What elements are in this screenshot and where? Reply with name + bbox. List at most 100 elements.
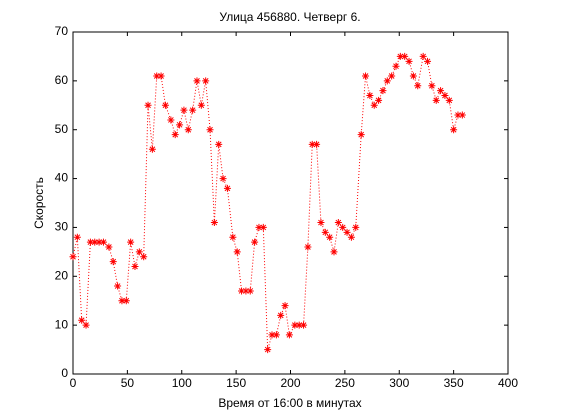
- data-point: [229, 233, 237, 241]
- x-axis-label: Время от 16:00 в минутах: [218, 396, 361, 410]
- x-tick-label: 350: [444, 376, 464, 390]
- data-point: [206, 126, 214, 134]
- data-point: [180, 106, 188, 114]
- y-tick-label: 30: [55, 220, 69, 234]
- data-point: [255, 223, 263, 231]
- data-point: [131, 263, 139, 271]
- data-point: [441, 92, 449, 100]
- x-tick-label: 100: [172, 376, 192, 390]
- y-tick-label: 20: [55, 268, 69, 282]
- data-point: [215, 140, 223, 148]
- data-point: [161, 101, 169, 109]
- data-point: [428, 82, 436, 90]
- data-point: [122, 297, 130, 305]
- data-point: [317, 219, 325, 227]
- data-point: [277, 311, 285, 319]
- data-point: [401, 52, 409, 60]
- data-point: [135, 248, 143, 256]
- data-point: [291, 321, 299, 329]
- data-point: [264, 346, 272, 354]
- y-tick-label: 0: [61, 366, 68, 380]
- data-point: [140, 253, 148, 261]
- data-point: [339, 223, 347, 231]
- data-point: [197, 101, 205, 109]
- data-point: [251, 238, 259, 246]
- data-point: [450, 126, 458, 134]
- x-tick-label: 150: [226, 376, 246, 390]
- data-point: [396, 52, 404, 60]
- data-point: [109, 258, 117, 266]
- y-tick-label: 40: [55, 171, 69, 185]
- data-point: [153, 72, 161, 80]
- data-point: [379, 87, 387, 95]
- data-point: [233, 248, 241, 256]
- chart-title: Улица 456880. Четверг 6.: [219, 10, 360, 24]
- data-point: [281, 302, 289, 310]
- x-tick-label: 250: [335, 376, 355, 390]
- data-point: [78, 316, 86, 324]
- data-point: [313, 140, 321, 148]
- data-point: [326, 233, 334, 241]
- data-point: [167, 116, 175, 124]
- data-point: [392, 62, 400, 70]
- data-point: [347, 233, 355, 241]
- data-point: [366, 92, 374, 100]
- data-point: [334, 219, 342, 227]
- data-point: [202, 77, 210, 85]
- data-point: [184, 126, 192, 134]
- plot-box: [72, 31, 509, 375]
- data-point: [300, 321, 308, 329]
- data-point: [193, 77, 201, 85]
- data-point: [157, 72, 165, 80]
- data-point: [405, 57, 413, 65]
- data-point: [144, 101, 152, 109]
- data-point: [73, 233, 81, 241]
- data-point: [69, 253, 77, 261]
- data-point: [176, 121, 184, 129]
- data-point: [114, 282, 122, 290]
- data-point: [308, 140, 316, 148]
- data-point: [458, 111, 466, 119]
- y-tick-label: 70: [55, 24, 69, 38]
- data-point: [357, 131, 365, 139]
- x-tick-label: 0: [70, 376, 77, 390]
- data-point: [432, 96, 440, 104]
- data-point: [148, 145, 156, 153]
- data-point: [86, 238, 94, 246]
- data-point: [375, 96, 383, 104]
- data-point: [445, 96, 453, 104]
- data-point: [91, 238, 99, 246]
- data-point: [419, 52, 427, 60]
- data-point: [437, 87, 445, 95]
- data-point: [219, 175, 227, 183]
- data-point: [127, 238, 135, 246]
- data-point: [383, 77, 391, 85]
- data-point: [99, 238, 107, 246]
- data-point: [238, 287, 246, 295]
- data-point: [409, 72, 417, 80]
- x-tick-label: 200: [280, 376, 300, 390]
- data-point: [370, 101, 378, 109]
- y-axis-label: Скорость: [32, 177, 46, 229]
- y-tick-label: 50: [55, 122, 69, 136]
- data-point: [171, 131, 179, 139]
- data-point: [295, 321, 303, 329]
- data-point: [454, 111, 462, 119]
- x-tick-label: 50: [121, 376, 135, 390]
- data-point: [246, 287, 254, 295]
- data-point: [82, 321, 90, 329]
- x-tick-label: 300: [389, 376, 409, 390]
- data-point: [268, 331, 276, 339]
- data-point: [388, 72, 396, 80]
- data-line: [72, 55, 463, 350]
- data-point: [223, 184, 231, 192]
- y-tick-label: 10: [55, 317, 69, 331]
- data-point: [330, 248, 338, 256]
- data-point: [304, 243, 312, 251]
- data-point: [242, 287, 250, 295]
- data-point: [259, 223, 267, 231]
- y-tick-label: 60: [55, 73, 69, 87]
- data-point: [118, 297, 126, 305]
